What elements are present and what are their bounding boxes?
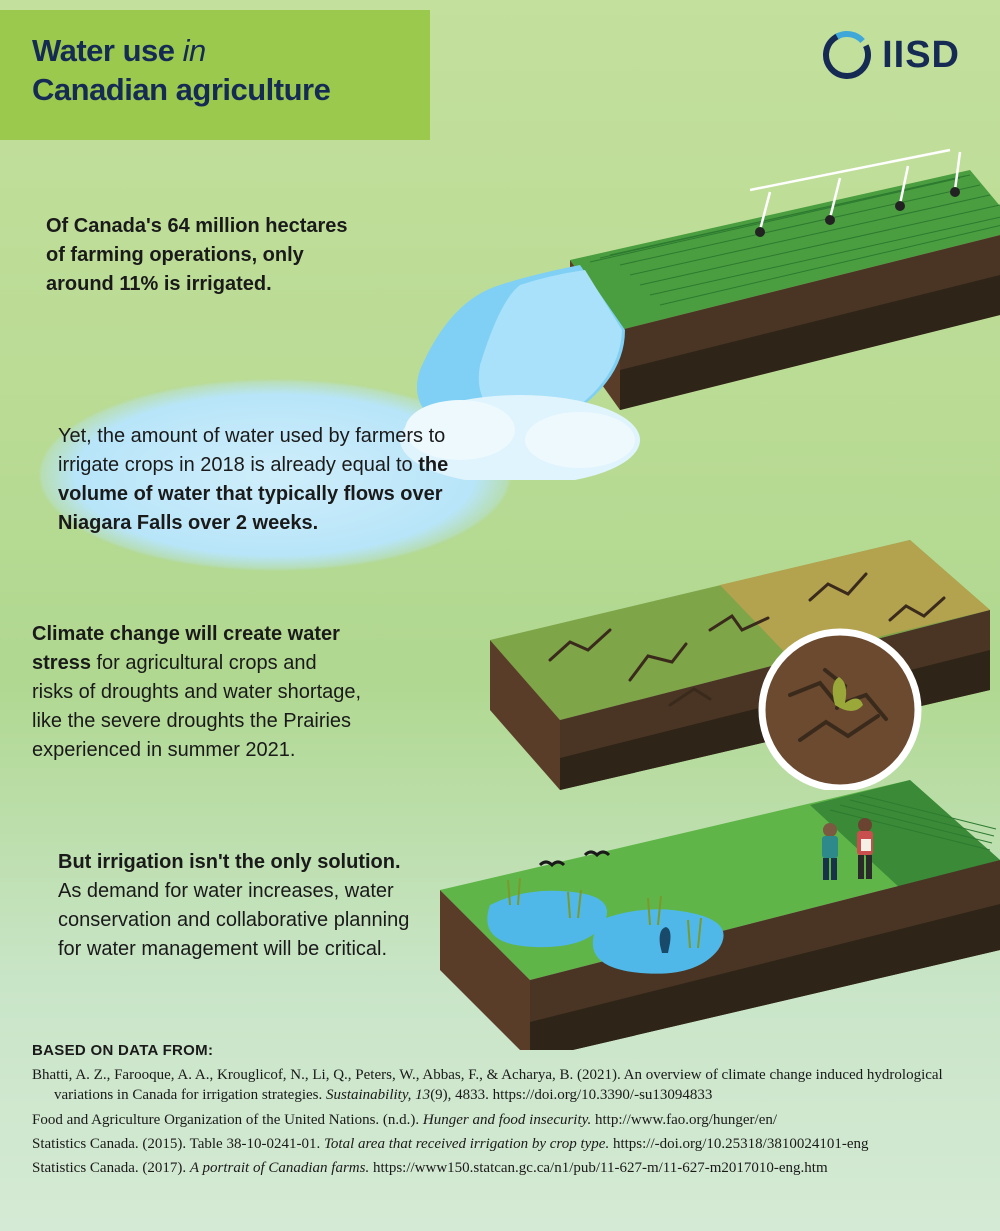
iisd-logo: IISD <box>822 30 960 80</box>
sources-heading: BASED ON DATA FROM: <box>32 1042 968 1059</box>
source-item: Bhatti, A. Z., Farooque, A. A., Krouglic… <box>32 1065 968 1106</box>
title-block: Water use in Canadian agriculture <box>0 10 430 140</box>
sources-list: Bhatti, A. Z., Farooque, A. A., Krouglic… <box>32 1065 968 1178</box>
logo-icon <box>822 30 872 80</box>
paragraph-2: Yet, the amount of water used by farmers… <box>58 422 478 538</box>
source-item: Food and Agriculture Organization of the… <box>32 1110 968 1130</box>
logo-text: IISD <box>882 34 960 77</box>
p2-pre: Yet, the amount of water used by farmers… <box>58 425 445 476</box>
title-pre: Water use <box>32 33 183 68</box>
p4-rest: As demand for water increases, water con… <box>58 880 409 960</box>
paragraph-1: Of Canada's 64 million hectares of farmi… <box>46 212 366 299</box>
p4-bold: But irrigation isn't the only solution. <box>58 851 401 873</box>
title-post: Canadian agriculture <box>32 72 330 107</box>
page-title: Water use in Canadian agriculture <box>32 32 398 110</box>
paragraph-4: But irrigation isn't the only solution. … <box>58 848 428 964</box>
sources-block: BASED ON DATA FROM: Bhatti, A. Z., Faroo… <box>32 1042 968 1182</box>
paragraph-3: Climate change will create water stress … <box>32 620 362 765</box>
title-em: in <box>183 33 206 68</box>
source-item: Statistics Canada. (2017). A portrait of… <box>32 1158 968 1178</box>
source-item: Statistics Canada. (2015). Table 38-10-0… <box>32 1134 968 1154</box>
